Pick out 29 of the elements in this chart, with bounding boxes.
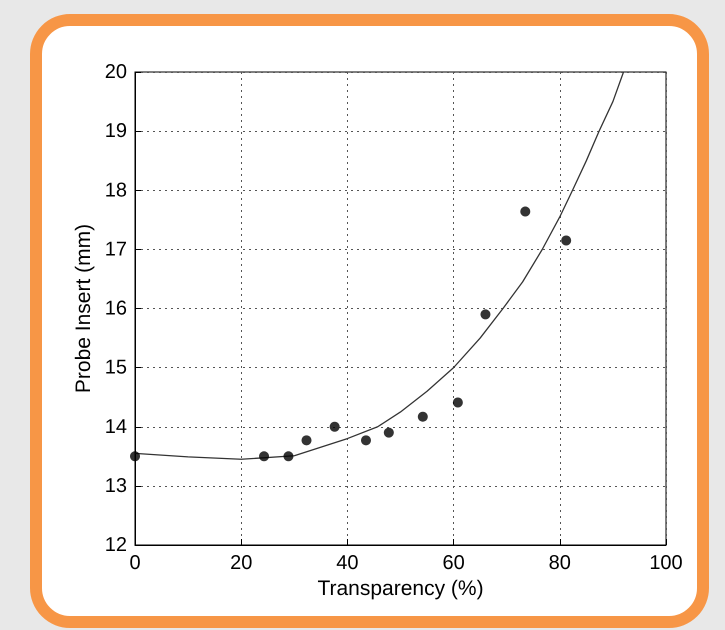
y-tick-label: 16: [104, 298, 127, 320]
point: [480, 309, 490, 320]
point: [452, 398, 463, 408]
point: [259, 451, 270, 462]
point: [384, 428, 394, 438]
x-tick-label: 80: [548, 552, 571, 574]
x-tick-label: 60: [442, 552, 465, 574]
point: [360, 435, 371, 446]
x-tick-label: 100: [649, 552, 683, 574]
point: [520, 206, 530, 217]
point: [330, 422, 340, 432]
x-tick-label: 0: [129, 552, 141, 574]
y-tick-label: 20: [104, 61, 127, 83]
point: [283, 451, 294, 462]
y-tick-label: 19: [104, 120, 127, 142]
y-tick-label: 12: [104, 534, 127, 556]
x-axis-title: Transparency (%): [317, 576, 484, 600]
point: [130, 451, 140, 462]
point: [418, 412, 428, 422]
x-tick-label: 40: [336, 552, 359, 574]
y-tick-label: 17: [104, 238, 127, 260]
y-tick-label: 13: [104, 474, 127, 497]
point: [302, 435, 312, 446]
y-tick-label: 18: [104, 179, 127, 202]
y-tick-label: 14: [104, 416, 127, 438]
y-tick-label: 15: [104, 356, 127, 379]
y-axis-title: Probe Insert (mm): [72, 224, 95, 394]
point: [561, 236, 572, 246]
x-tick-label: 20: [230, 552, 252, 574]
